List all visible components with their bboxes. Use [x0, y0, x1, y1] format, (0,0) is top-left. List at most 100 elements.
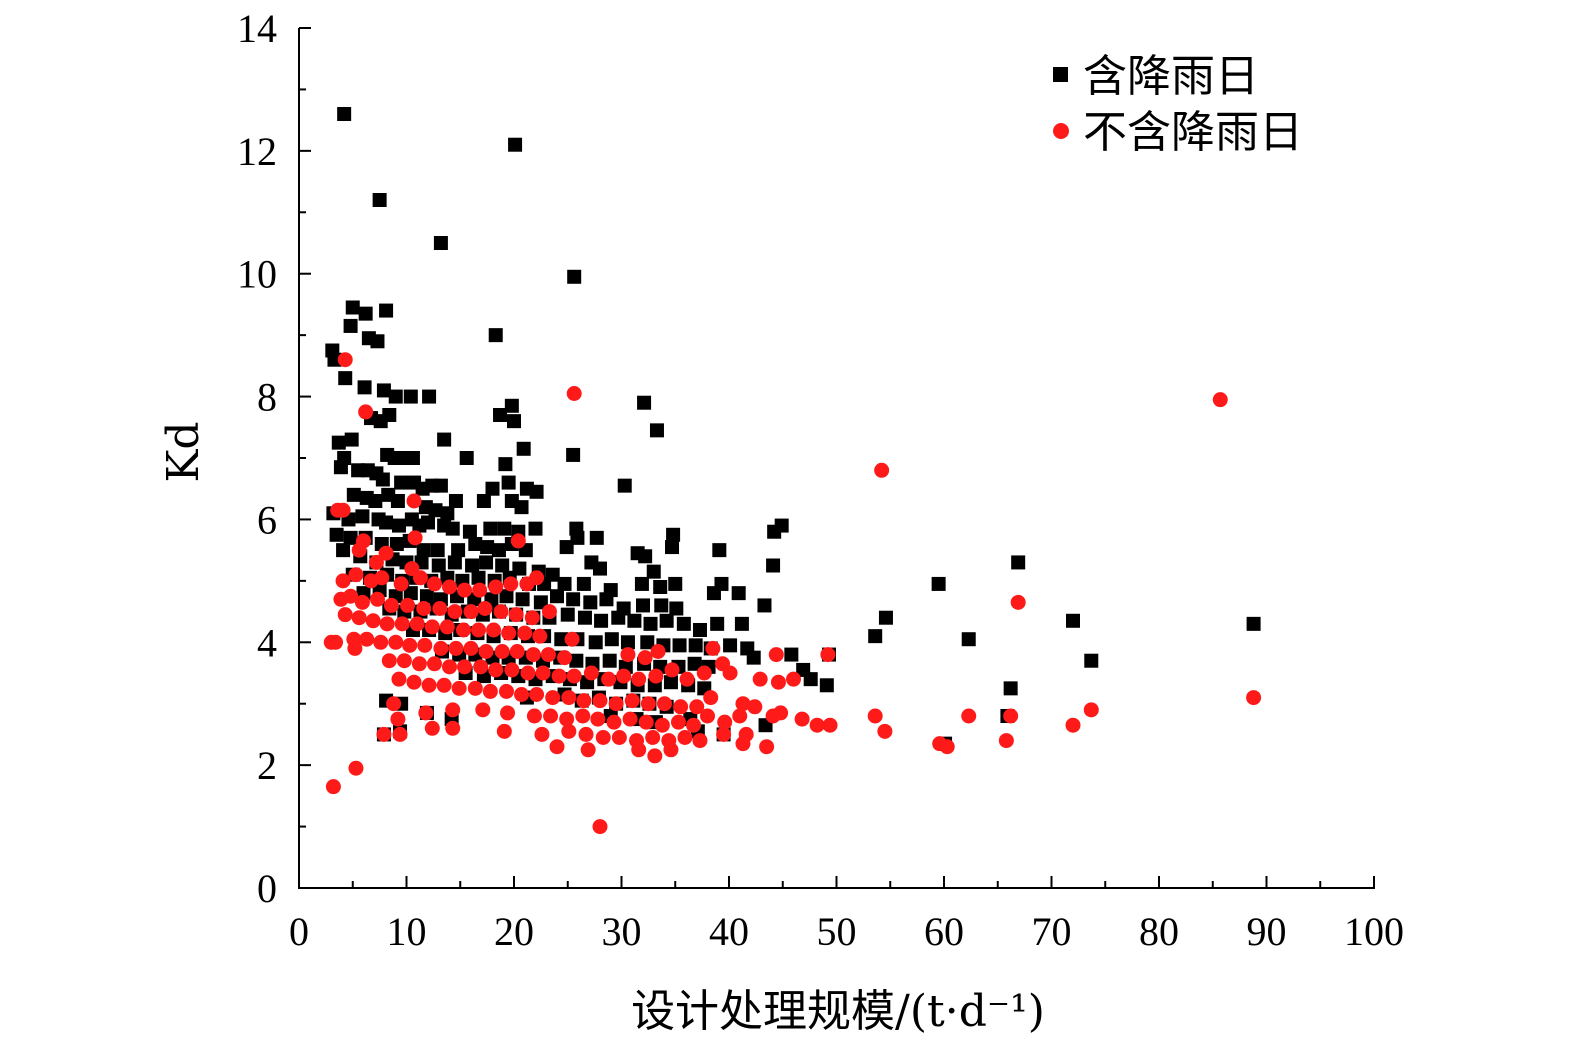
data-point-rain: [803, 672, 818, 687]
x-tick-label: 100: [1344, 909, 1404, 954]
data-point-rain: [576, 576, 591, 591]
data-point-no-rain: [747, 699, 763, 715]
data-point-rain: [566, 447, 581, 462]
data-point-rain: [491, 543, 506, 558]
data-point-no-rain: [445, 720, 461, 736]
data-point-rain: [593, 561, 607, 576]
data-point-no-rain: [640, 696, 656, 712]
data-point-rain: [379, 303, 394, 318]
data-point-no-rain: [650, 644, 666, 659]
data-point-rain: [643, 616, 658, 631]
data-point-rain: [878, 610, 893, 625]
data-point-no-rain: [722, 665, 738, 681]
data-point-no-rain: [472, 582, 488, 598]
data-point-no-rain: [478, 644, 494, 659]
data-point-no-rain: [354, 594, 370, 610]
data-point-rain: [583, 595, 598, 610]
data-point-rain: [712, 543, 727, 558]
data-point-no-rain: [638, 714, 654, 730]
data-point-rain: [403, 389, 418, 404]
data-point-no-rain: [939, 739, 955, 755]
data-point-rain: [433, 478, 448, 493]
data-point-rain: [514, 500, 529, 515]
data-point-no-rain: [411, 656, 427, 672]
data-point-rain: [422, 389, 437, 404]
data-point-no-rain: [369, 591, 385, 607]
data-point-no-rain: [1065, 717, 1081, 733]
data-point-rain: [706, 586, 721, 601]
x-tick-label: 90: [1247, 909, 1287, 954]
data-point-no-rain: [436, 677, 452, 693]
data-point-no-rain: [510, 533, 526, 549]
x-tick-label: 0: [289, 909, 309, 954]
data-point-no-rain: [663, 742, 679, 758]
data-point-rain: [672, 638, 687, 653]
data-point-rain: [416, 543, 431, 558]
data-point-rain: [669, 601, 684, 616]
data-point-rain: [387, 451, 402, 465]
data-point-no-rain: [412, 570, 428, 586]
data-point-no-rain: [773, 705, 789, 721]
data-point-no-rain: [374, 570, 390, 586]
data-point-rain: [637, 395, 652, 410]
data-point-no-rain: [509, 644, 525, 659]
data-point-rain: [668, 576, 683, 591]
data-point-rain: [447, 555, 462, 570]
data-point-rain: [533, 595, 548, 610]
data-point-no-rain: [376, 726, 392, 742]
data-point-no-rain: [475, 702, 491, 718]
data-point-no-rain: [561, 690, 577, 706]
data-point-rain: [710, 616, 725, 631]
data-point-no-rain: [786, 671, 801, 687]
data-point-no-rain: [473, 659, 489, 675]
data-point-no-rain: [396, 653, 412, 669]
data-point-no-rain: [378, 545, 394, 561]
data-point-no-rain: [351, 542, 367, 558]
data-point-no-rain: [463, 640, 479, 656]
data-point-no-rain: [493, 604, 509, 620]
x-tick-label: 30: [602, 909, 642, 954]
data-point-rain: [620, 635, 635, 650]
data-point-rain: [723, 638, 738, 653]
data-point-rain: [508, 137, 523, 152]
legend-marker-no-rain: [1053, 123, 1069, 139]
data-point-rain: [465, 558, 480, 573]
data-point-no-rain: [686, 717, 702, 733]
data-point-no-rain: [654, 717, 670, 733]
data-point-no-rain: [606, 714, 622, 730]
data-point-rain: [479, 555, 494, 570]
data-point-no-rain: [347, 640, 363, 656]
data-point-rain: [346, 487, 361, 502]
data-point-rain: [638, 549, 653, 564]
data-point-no-rain: [442, 659, 457, 675]
data-point-rain: [507, 414, 521, 429]
data-point-no-rain: [559, 711, 575, 727]
data-point-rain: [653, 580, 668, 594]
data-point-rain: [734, 616, 749, 631]
data-point-no-rain: [416, 601, 432, 616]
data-point-rain: [428, 503, 443, 518]
data-point-rain: [515, 592, 530, 607]
data-point-rain: [654, 598, 669, 613]
data-point-rain: [560, 607, 575, 622]
data-point-rain: [471, 570, 486, 585]
data-point-rain: [358, 306, 373, 321]
data-point-rain: [819, 678, 834, 693]
data-point-rain: [368, 494, 383, 508]
data-point-no-rain: [520, 665, 536, 681]
data-point-no-rain: [525, 647, 541, 663]
data-point-rain: [666, 527, 681, 542]
data-point-no-rain: [501, 625, 517, 641]
data-point-no-rain: [368, 554, 384, 570]
ticks: [298, 27, 1375, 889]
data-point-rain: [388, 389, 403, 404]
data-point-no-rain: [526, 708, 542, 724]
data-point-rain: [688, 638, 703, 653]
data-point-no-rain: [447, 604, 463, 620]
data-point-rain: [336, 543, 351, 558]
x-tick-label: 40: [709, 909, 749, 954]
data-point-no-rain: [549, 739, 565, 755]
data-point-rain: [594, 613, 609, 628]
x-axis-title: 设计处理规模/(t·d⁻¹): [631, 986, 1045, 1037]
